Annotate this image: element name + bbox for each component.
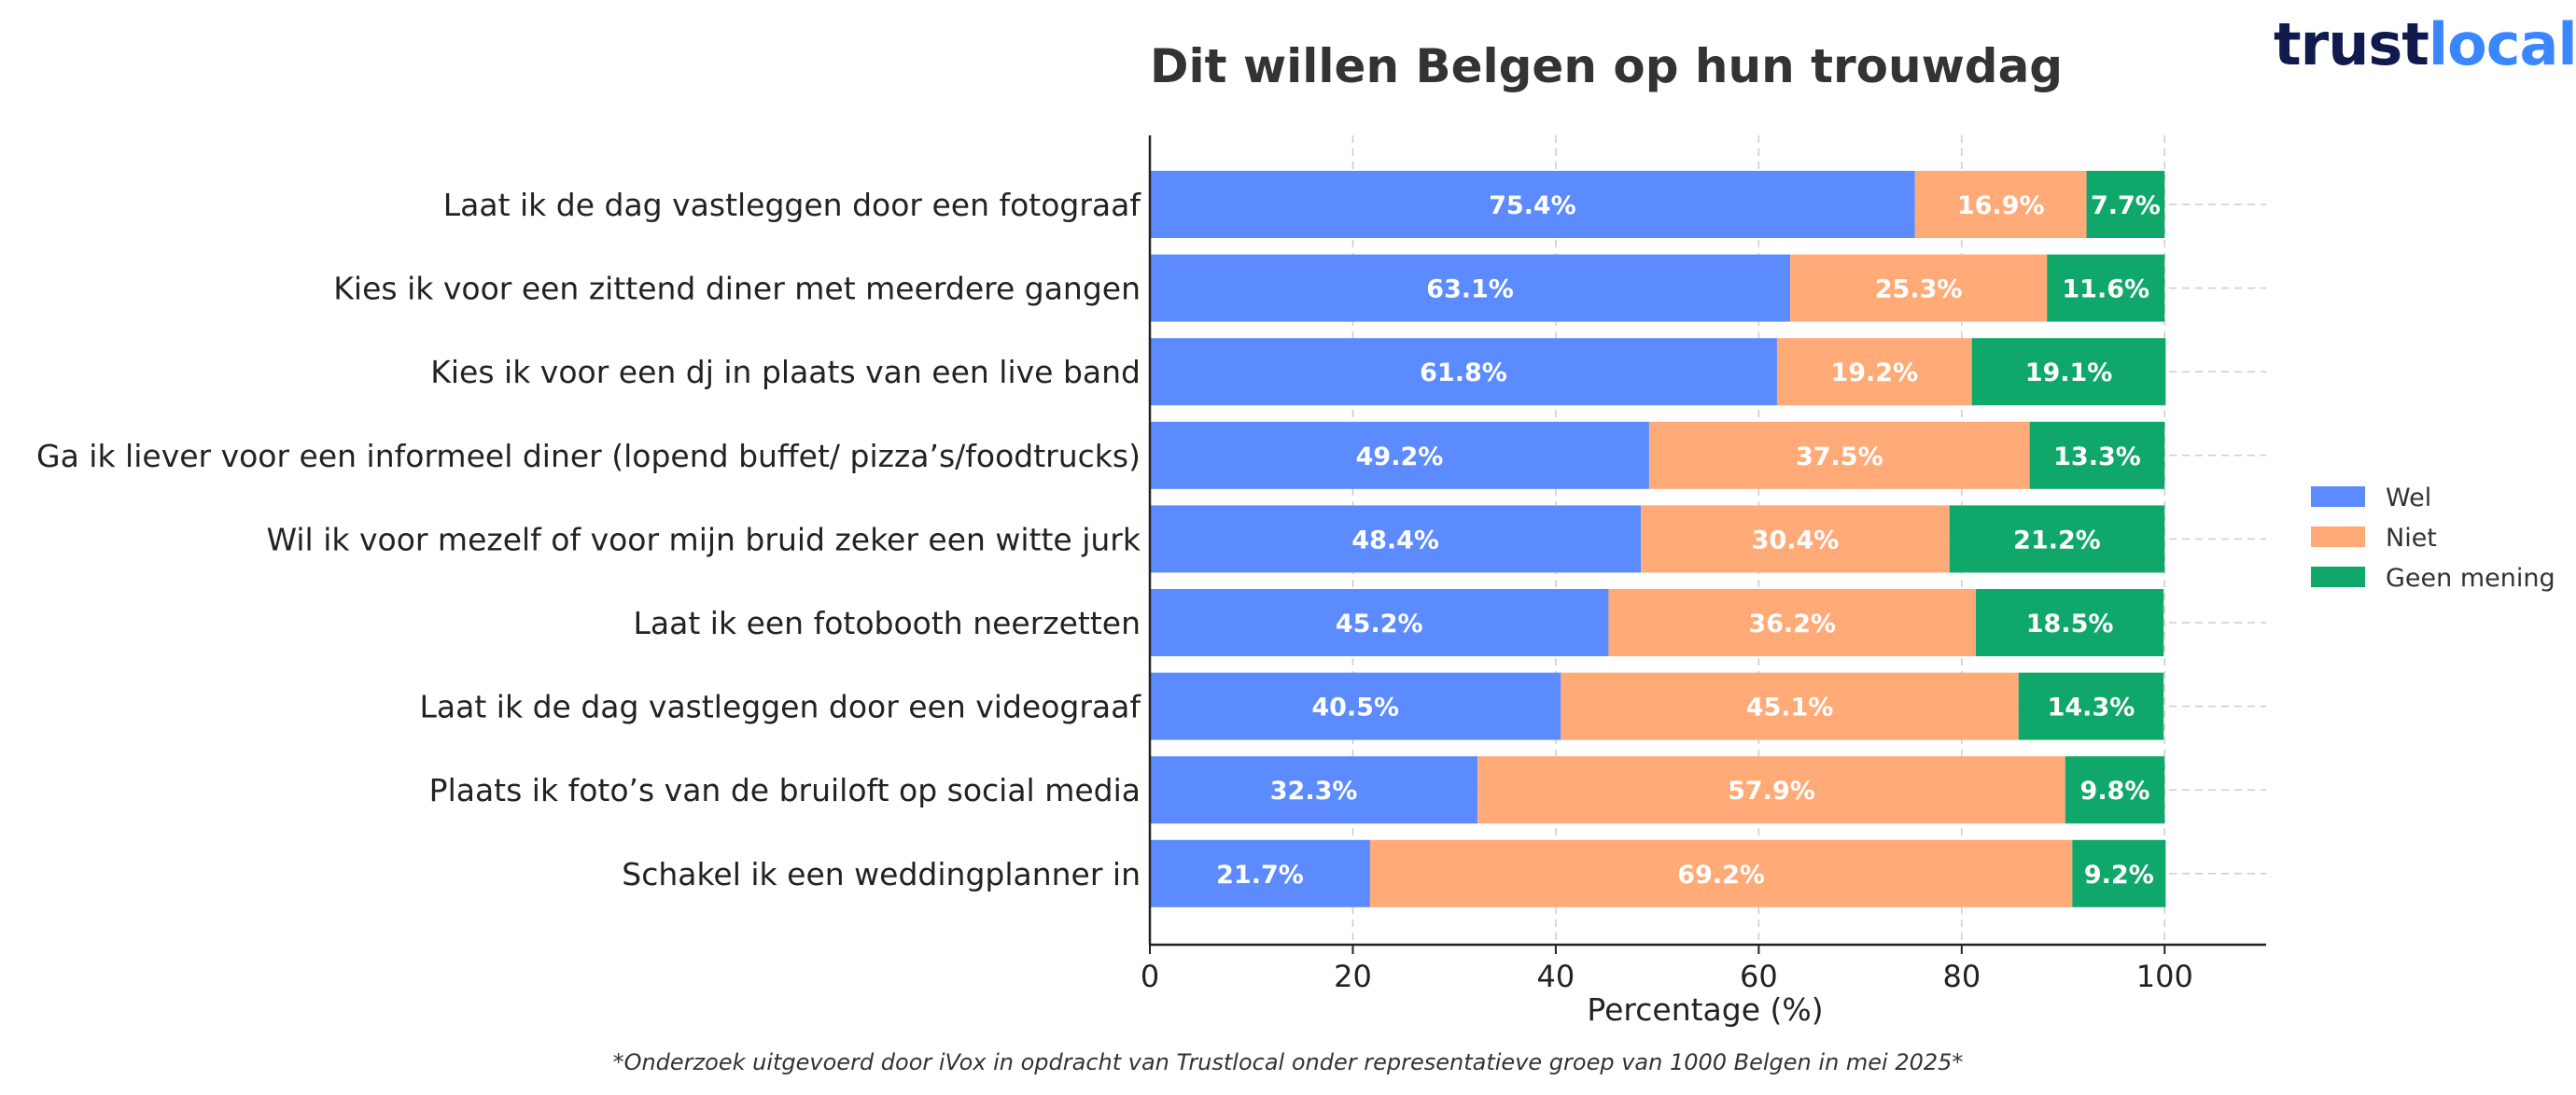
data-label: 69.2% xyxy=(1677,861,1765,890)
bar-segment xyxy=(1608,589,1977,656)
bar-segment xyxy=(2065,756,2165,824)
trustlocal-logo: trustlocal xyxy=(2274,7,2576,82)
x-tick-label: 20 xyxy=(1334,959,1372,994)
legend-label: Wel xyxy=(2386,484,2431,512)
data-label: 19.2% xyxy=(1830,358,1918,387)
bar-segment xyxy=(1369,839,2073,907)
x-tick-label: 80 xyxy=(1942,959,1981,994)
legend: Wel Niet Geen mening xyxy=(2311,484,2555,593)
data-label: 48.4% xyxy=(1351,526,1439,555)
data-label: 57.9% xyxy=(1728,777,1815,806)
bar-segment xyxy=(1150,505,1642,573)
category-label: Schakel ik een weddingplanner in xyxy=(622,856,1141,892)
data-label: 14.3% xyxy=(2048,694,2135,723)
legend-label: Niet xyxy=(2386,524,2437,553)
footnote: *Onderzoek uitgevoerd door iVox in opdra… xyxy=(612,1049,1964,1075)
bar-segment xyxy=(1914,171,2087,238)
bar-segment xyxy=(1790,254,2048,322)
data-label: 25.3% xyxy=(1875,275,1963,304)
bar-segment xyxy=(1150,338,1777,406)
legend-swatch xyxy=(2311,486,2365,507)
category-label: Ga ik liever voor een informeel diner (l… xyxy=(36,438,1141,474)
data-label: 32.3% xyxy=(1270,777,1358,806)
x-axis-label: Percentage (%) xyxy=(1587,991,1823,1028)
bar-segment xyxy=(2072,839,2166,907)
data-label: 16.9% xyxy=(1957,191,2045,220)
data-label: 63.1% xyxy=(1426,275,1514,304)
bars: 75.4% 16.9% 7.7% 63.1% 25.3% 11.6% 61.8% 19.2% 1… xyxy=(1150,171,2166,907)
data-label: 61.8% xyxy=(1420,358,1507,387)
legend-swatch xyxy=(2311,526,2365,547)
bar-segment xyxy=(1976,589,2164,656)
bar-segment xyxy=(1949,505,2165,573)
data-label: 75.4% xyxy=(1489,191,1576,220)
data-label: 45.1% xyxy=(1746,694,1834,723)
category-label: Kies ik voor een dj in plaats van een li… xyxy=(430,354,1141,390)
data-label: 37.5% xyxy=(1796,442,1883,471)
legend-swatch xyxy=(2311,567,2365,587)
bar-segment xyxy=(1561,672,2019,740)
data-label: 21.7% xyxy=(1216,861,1304,890)
data-label: 11.6% xyxy=(2062,275,2149,304)
x-tick-label: 100 xyxy=(2136,959,2193,994)
data-label: 30.4% xyxy=(1752,526,1840,555)
category-label: Laat ik de dag vastleggen door een fotog… xyxy=(443,187,1142,223)
chart-title: Dit willen Belgen op hun trouwdag xyxy=(1150,39,2063,93)
bar-segment xyxy=(1150,589,1609,656)
x-tick-label: 40 xyxy=(1537,959,1575,994)
legend-label: Geen mening xyxy=(2386,564,2555,593)
data-label: 7.7% xyxy=(2091,191,2161,220)
data-label: 21.2% xyxy=(2013,526,2101,555)
data-label: 36.2% xyxy=(1748,610,1836,639)
bar-segment xyxy=(2086,171,2165,238)
bar-segment xyxy=(1150,672,1561,740)
bar-segment xyxy=(1150,421,1649,489)
data-label: 13.3% xyxy=(2053,442,2141,471)
x-tick-label: 0 xyxy=(1141,959,1159,994)
x-tick-label: 60 xyxy=(1740,959,1778,994)
bar-segment xyxy=(1150,839,1370,907)
category-labels: Laat ik de dag vastleggen door een fotog… xyxy=(36,187,1141,892)
bar-segment xyxy=(1150,254,1791,322)
data-label: 18.5% xyxy=(2026,610,2114,639)
bar-segment xyxy=(2018,672,2164,740)
data-label: 45.2% xyxy=(1336,610,1423,639)
category-label: Laat ik de dag vastleggen door een video… xyxy=(420,689,1142,725)
bar-segment xyxy=(2029,421,2165,489)
category-label: Laat ik een fotobooth neerzetten xyxy=(634,605,1141,641)
bar-segment xyxy=(1477,756,2065,824)
bar-segment xyxy=(1971,338,2166,406)
logo-text-trust: trust xyxy=(2274,10,2429,78)
x-tick-labels: 0 20 40 60 80 100 xyxy=(1141,959,2193,994)
bar-segment xyxy=(1150,171,1915,238)
bar-segment xyxy=(1776,338,1972,406)
category-label: Kies ik voor een zittend diner met meerd… xyxy=(333,271,1141,307)
data-label: 19.1% xyxy=(2025,358,2113,387)
bar-segment xyxy=(1648,421,2030,489)
logo-text-local: local xyxy=(2428,10,2576,78)
data-label: 40.5% xyxy=(1311,694,1399,723)
bar-segment xyxy=(1641,505,1950,573)
bar-segment xyxy=(1150,756,1478,824)
data-label: 49.2% xyxy=(1356,442,1444,471)
axes xyxy=(1148,135,2266,954)
bar-segment xyxy=(2047,254,2165,322)
category-label: Plaats ik foto’s van de bruiloft op soci… xyxy=(429,772,1141,808)
data-label: 9.8% xyxy=(2080,777,2150,806)
category-label: Wil ik voor mezelf of voor mijn bruid ze… xyxy=(266,521,1141,557)
data-label: 9.2% xyxy=(2084,861,2154,890)
